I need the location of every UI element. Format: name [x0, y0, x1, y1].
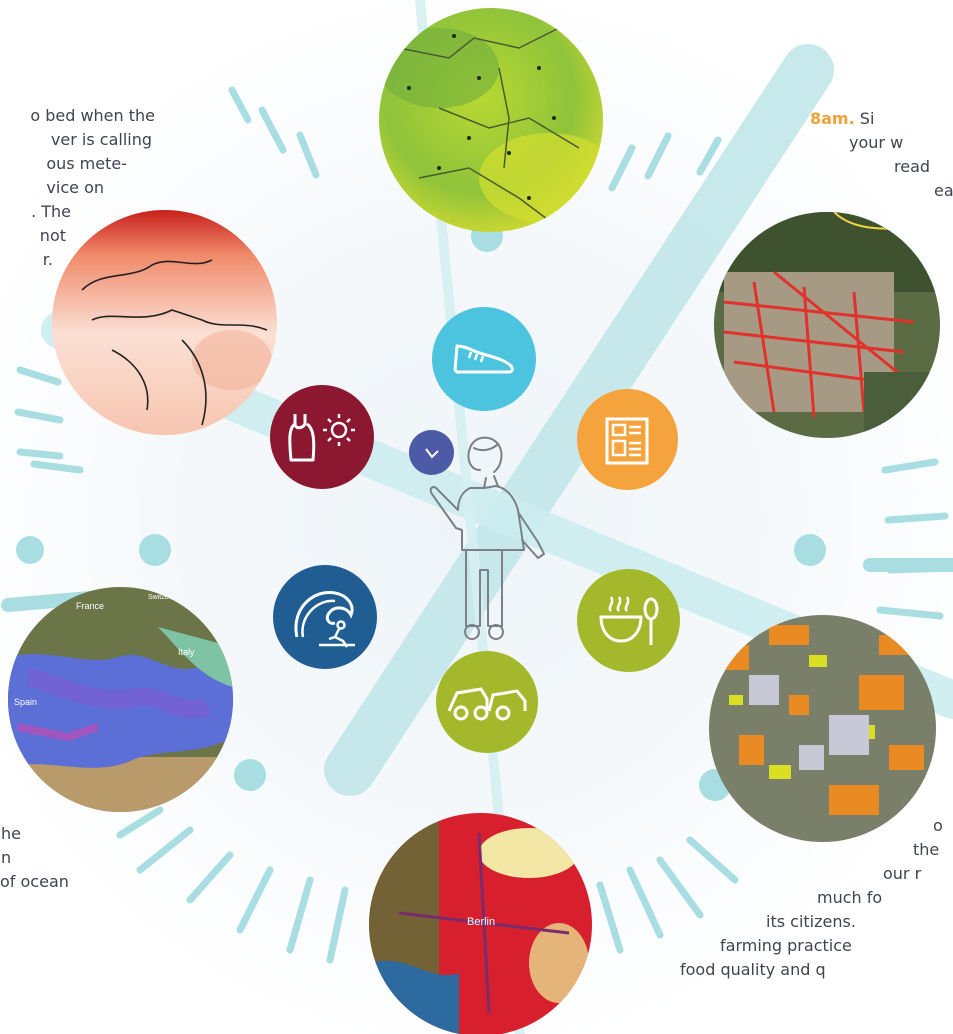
text-line: its citizens. — [766, 912, 856, 931]
text-block-top-left: o bed when the ver is calling ous mete- … — [0, 104, 155, 272]
newspaper-icon — [577, 389, 678, 490]
text-line: food quality and q — [680, 960, 826, 979]
photo-mediterranean-ocean-map: France Switzerland Italy Spain — [8, 587, 233, 812]
map-label-berlin: Berlin — [467, 916, 495, 928]
text-block-bottom-left: he n of ocean — [0, 822, 69, 894]
text-line: your w — [849, 133, 904, 152]
text-line: . The — [31, 202, 71, 221]
map-label-switzerland: Switzerland — [148, 594, 184, 601]
text-line: much fo — [817, 888, 883, 907]
text-line: r. — [42, 250, 53, 269]
photo-farmland-classification — [709, 615, 936, 842]
text-line: ver is calling — [50, 130, 152, 149]
text-line: vice on — [46, 178, 104, 197]
text-block-top-right: 8am. Si your w read ea — [810, 107, 953, 203]
text-line: Si — [859, 109, 875, 128]
map-label-france: France — [76, 601, 104, 611]
text-line: our r — [883, 864, 922, 883]
text-line: the — [913, 840, 940, 859]
clock-icon — [409, 430, 454, 475]
car-icon — [436, 651, 538, 753]
text-line: ous mete- — [46, 154, 127, 173]
text-line: read — [894, 157, 931, 176]
photo-berlin-land-use: Berlin — [369, 813, 592, 1034]
text-block-bottom-right: o the our r much fo its citizens. farmin… — [680, 814, 953, 982]
text-line: n — [1, 848, 12, 867]
map-label-italy: Italy — [178, 647, 195, 657]
text-line: not — [39, 226, 66, 245]
tanktop-sun-icon — [270, 385, 374, 489]
photo-urban-aerial-roads — [714, 212, 940, 438]
text-line: of ocean — [0, 872, 69, 891]
photo-europe-temperature-anomaly — [52, 210, 277, 435]
text-line: he — [1, 824, 21, 843]
food-bowl-icon — [577, 569, 680, 672]
text-line: o bed when the — [30, 106, 155, 125]
photo-temperature-map-alps — [379, 8, 603, 232]
shoe-icon — [432, 307, 536, 411]
text-line: ea — [934, 181, 953, 200]
map-label-spain: Spain — [14, 697, 37, 707]
person-figure — [429, 436, 545, 640]
tsunami-wave-icon — [273, 565, 377, 669]
text-line: o — [933, 816, 943, 835]
time-highlight: 8am. — [810, 109, 855, 128]
text-line: farming practice — [720, 936, 852, 955]
